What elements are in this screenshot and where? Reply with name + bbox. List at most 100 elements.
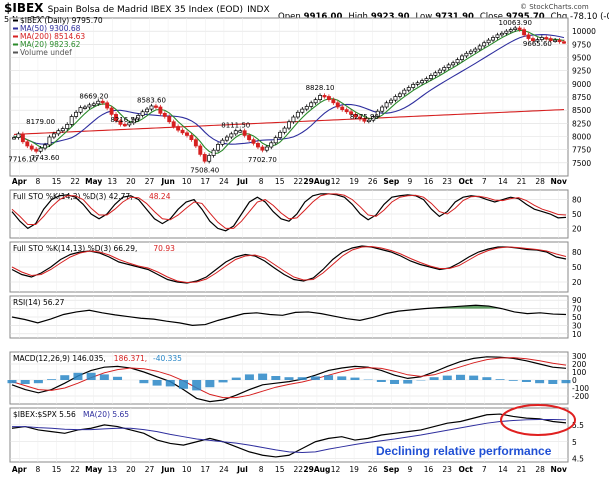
- macd-histogram-bar: [244, 374, 254, 380]
- candle: [451, 62, 456, 66]
- y-tick-label: 8500: [572, 106, 591, 115]
- candle: [83, 106, 87, 109]
- macd-histogram-bar: [548, 380, 558, 384]
- watermark: © StockCharts.com: [520, 3, 589, 11]
- candle: [74, 111, 79, 117]
- candle: [539, 37, 544, 40]
- candle: [442, 67, 447, 71]
- x-axis-label: 24: [219, 177, 229, 186]
- y-tick-label: 80: [572, 248, 582, 257]
- candle: [282, 127, 287, 133]
- chart-title: $IBEX Spain Bolsa de Madrid IBEX 35 Inde…: [4, 1, 270, 15]
- candle: [38, 147, 43, 152]
- relative-performance-annotation: Declining relative performance: [376, 444, 552, 458]
- candle: [224, 136, 229, 141]
- x-axis-label: 10: [182, 177, 192, 186]
- candle: [278, 131, 283, 138]
- candle: [211, 149, 216, 156]
- x-axis-label: 15: [52, 177, 62, 186]
- x-axis-label: 7: [482, 177, 487, 186]
- exchange: INDX: [247, 5, 270, 15]
- candle: [389, 99, 393, 104]
- macd-histogram-bar: [310, 376, 320, 380]
- x-axis-label: 12: [331, 177, 341, 186]
- candle: [468, 50, 473, 54]
- x-axis-label: Apr: [12, 177, 27, 186]
- x-axis-label: 22: [70, 177, 80, 186]
- candle: [473, 48, 478, 52]
- macd-histogram-bar: [7, 380, 17, 384]
- x-axis-label: 8: [259, 465, 264, 474]
- x-axis-label: 22: [294, 177, 304, 186]
- y-tick-label: 8000: [572, 133, 591, 142]
- candle: [535, 39, 540, 42]
- x-axis-label: 12: [331, 465, 341, 474]
- macd-histogram-bar: [284, 377, 294, 380]
- y-tick-label: 90: [572, 296, 582, 305]
- candle: [91, 103, 96, 106]
- y-tick-label: 8750: [572, 93, 591, 102]
- candle: [380, 106, 385, 112]
- macd-histogram-bar: [455, 374, 465, 380]
- macd-histogram-bar: [60, 375, 70, 380]
- macd-histogram-bar: [218, 380, 228, 383]
- candle: [340, 106, 345, 110]
- candle: [318, 95, 322, 100]
- price-annotation: 7743.60: [31, 154, 60, 162]
- y-tick-label: 50: [572, 313, 582, 322]
- candle: [269, 142, 274, 148]
- x-axis-label: 15: [275, 465, 285, 474]
- y-tick-label: 10: [572, 330, 582, 339]
- x-axis-label: Sep: [383, 465, 399, 474]
- candle: [358, 116, 362, 120]
- x-axis-label: 26: [368, 177, 378, 186]
- y-tick-label: 9250: [572, 67, 591, 76]
- macd-histogram-bar: [337, 376, 347, 380]
- x-axis-label: Jul: [236, 465, 248, 474]
- candle: [193, 139, 198, 147]
- candle: [522, 29, 527, 36]
- y-tick-label: 50: [572, 210, 582, 219]
- candle: [402, 89, 407, 95]
- candle: [304, 106, 309, 110]
- series-line-ibexspx: [11, 413, 567, 458]
- candle: [109, 107, 114, 115]
- legend-entry: MA(50) 9300.68: [20, 24, 81, 33]
- candle: [331, 99, 336, 104]
- open-value: 9916.00: [303, 12, 343, 22]
- x-axis-label: 20: [126, 177, 136, 186]
- y-tick-label: 4.5: [572, 455, 584, 464]
- candle: [29, 145, 34, 150]
- candle: [366, 119, 371, 123]
- candle: [47, 136, 52, 146]
- candle: [264, 146, 269, 151]
- candle: [162, 112, 167, 117]
- macd-histogram-bar: [178, 380, 188, 389]
- candle: [78, 107, 83, 113]
- candle: [300, 108, 305, 113]
- candle: [295, 111, 300, 118]
- panel-frame-ratio: [9, 407, 569, 463]
- candle: [149, 105, 154, 110]
- candle: [384, 102, 389, 108]
- candle: [287, 121, 291, 129]
- series-line-macd: [11, 356, 567, 403]
- candle: [69, 116, 74, 125]
- candle: [499, 32, 504, 36]
- candle: [176, 126, 181, 131]
- candle: [256, 142, 260, 148]
- x-axis-label: Nov: [551, 177, 567, 186]
- candle: [114, 114, 118, 122]
- price-annotation: 7508.40: [190, 166, 219, 174]
- candle: [433, 72, 438, 76]
- candle: [229, 133, 234, 138]
- candle: [251, 139, 256, 144]
- macd-histogram-bar: [271, 376, 281, 380]
- candle: [344, 109, 349, 113]
- y-tick-label: 7750: [572, 146, 591, 155]
- candle: [477, 45, 482, 50]
- candle: [136, 115, 141, 120]
- legend-entry: -40.335: [153, 354, 182, 363]
- price-annotation: 7716.10: [8, 155, 37, 163]
